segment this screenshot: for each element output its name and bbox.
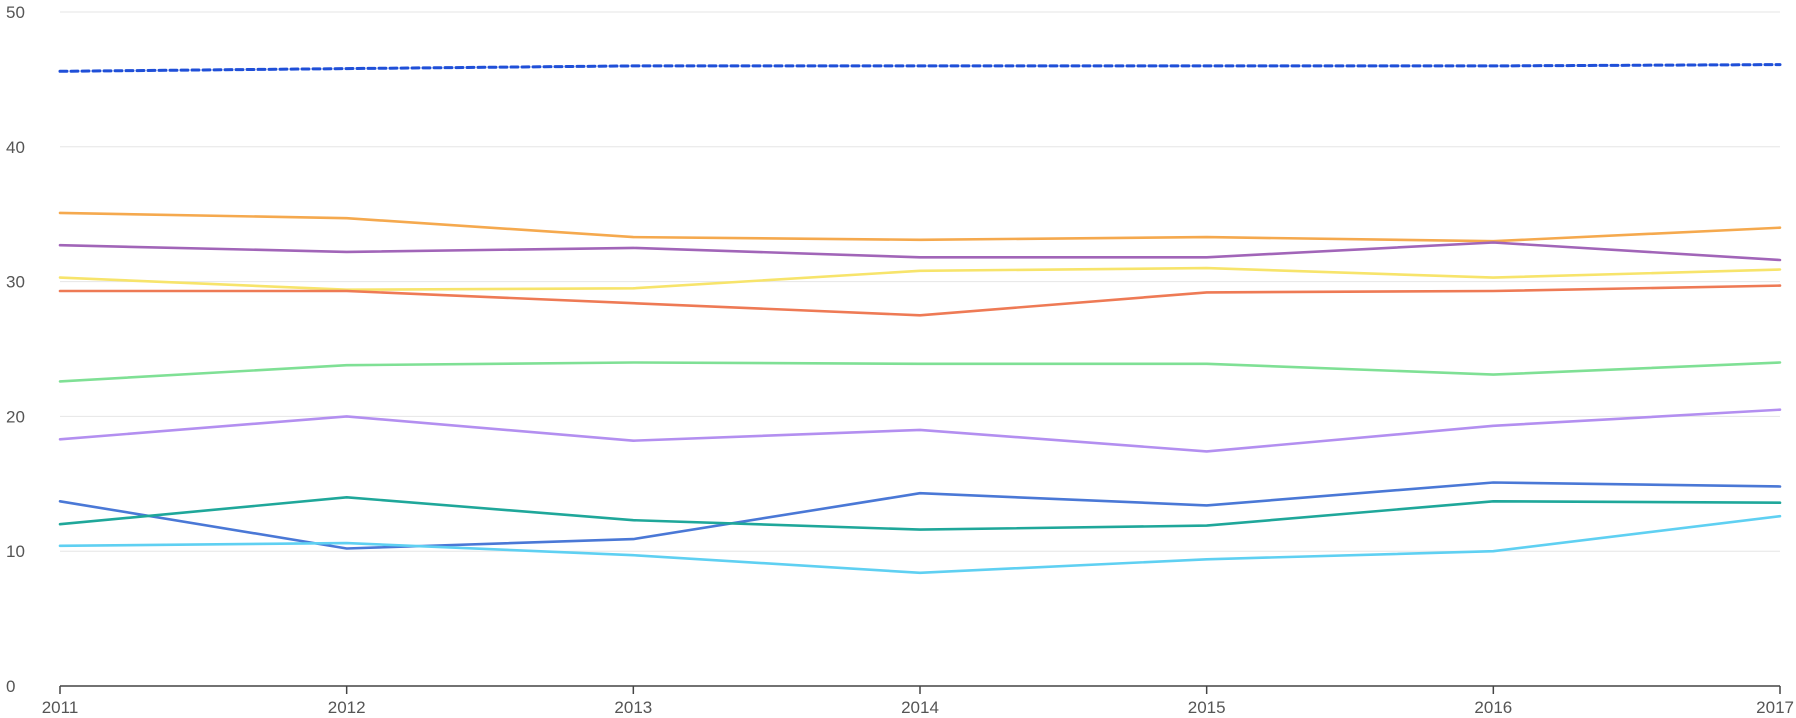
series-line-4 bbox=[58, 266, 1782, 292]
series-line-5 bbox=[58, 284, 1782, 317]
series-line-2 bbox=[58, 211, 1782, 243]
x-tick-label: 2014 bbox=[901, 698, 939, 717]
y-tick-label: 0 bbox=[6, 677, 15, 696]
series-line-10 bbox=[58, 514, 1782, 575]
x-axis: 2011 2012 2013 2014 2015 2016 2017 bbox=[42, 685, 1794, 717]
x-tick-label: 2017 bbox=[1756, 698, 1794, 717]
x-tick-label: 2016 bbox=[1474, 698, 1512, 717]
x-tick-label: 2011 bbox=[42, 698, 79, 717]
y-tick-label: 10 bbox=[6, 542, 25, 561]
gridlines bbox=[60, 11, 1780, 552]
y-tick-label: 20 bbox=[6, 407, 25, 426]
series-line-3 bbox=[58, 241, 1782, 262]
y-tick-label: 40 bbox=[6, 138, 25, 157]
series-lines bbox=[58, 63, 1782, 575]
x-tick-label: 2013 bbox=[614, 698, 652, 717]
y-tick-label: 50 bbox=[6, 3, 25, 22]
y-axis: 0 10 20 30 40 50 bbox=[6, 3, 25, 696]
series-line-1 bbox=[58, 63, 1782, 73]
x-tick-label: 2015 bbox=[1188, 698, 1226, 717]
series-line-9 bbox=[58, 495, 1782, 531]
series-line-6 bbox=[58, 361, 1782, 383]
series-line-8 bbox=[58, 481, 1782, 550]
x-tick-label: 2012 bbox=[328, 698, 366, 717]
series-line-7 bbox=[58, 408, 1782, 453]
y-tick-label: 30 bbox=[6, 273, 25, 292]
